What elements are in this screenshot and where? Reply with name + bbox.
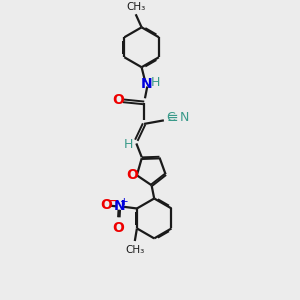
Text: CH₃: CH₃ xyxy=(126,2,145,12)
Text: O: O xyxy=(112,221,124,235)
Text: N: N xyxy=(179,111,189,124)
Text: O: O xyxy=(112,93,124,107)
Text: H: H xyxy=(151,76,160,89)
Text: −: − xyxy=(106,194,117,208)
Text: H: H xyxy=(124,138,133,151)
Text: CH₃: CH₃ xyxy=(125,245,144,255)
Text: N: N xyxy=(141,77,152,91)
Text: O: O xyxy=(126,168,138,182)
Text: N: N xyxy=(114,200,125,213)
Text: C: C xyxy=(166,111,175,124)
Text: ≡: ≡ xyxy=(167,111,178,125)
Text: O: O xyxy=(100,198,112,212)
Text: +: + xyxy=(120,197,129,207)
